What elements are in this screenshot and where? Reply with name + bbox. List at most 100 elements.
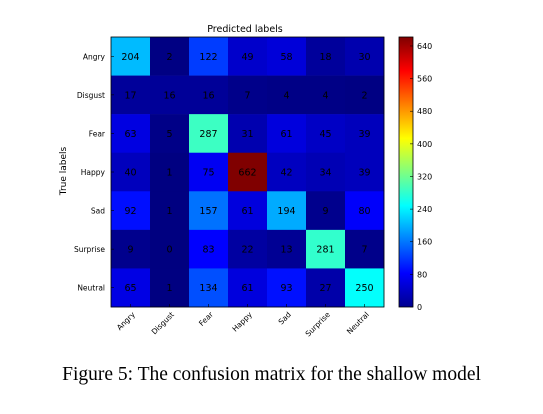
- cell-value-label: 204: [121, 52, 139, 63]
- heatmap-cell: [150, 268, 190, 308]
- x-tick-label: Fear: [197, 309, 215, 327]
- cell-value-label: 16: [202, 90, 214, 101]
- cell-value-label: 122: [199, 52, 217, 63]
- heatmap-cell: [189, 152, 229, 192]
- cell-value-label: 1: [166, 283, 172, 294]
- colorbar: [398, 36, 414, 308]
- heatmap-cell: [345, 268, 385, 308]
- heatmap-cell: [306, 37, 346, 76]
- x-tick-label: Angry: [115, 310, 137, 332]
- cell-value-label: 45: [319, 129, 331, 140]
- colorbar-tick-label: 80: [417, 270, 427, 279]
- heatmap-cell: [150, 37, 190, 76]
- heatmap-cell: [345, 114, 385, 154]
- cell-value-label: 287: [199, 129, 217, 140]
- heatmap-cell: [150, 75, 190, 115]
- cell-value-label: 2: [166, 52, 172, 63]
- cell-value-label: 2: [361, 90, 367, 101]
- heatmap-cell: [267, 268, 307, 308]
- heatmap-cell: [345, 229, 385, 269]
- cell-value-label: 31: [241, 129, 253, 140]
- heatmap-cell: [228, 191, 268, 231]
- heatmap-cell: [228, 114, 268, 154]
- cell-value-label: 5: [166, 129, 172, 140]
- heatmap-cell: [267, 75, 307, 115]
- y-tick-label: Disgust: [77, 91, 105, 100]
- colorbar-tick-label: 560: [417, 75, 432, 84]
- heatmap-cell: [345, 75, 385, 115]
- heatmap-cell: [111, 229, 151, 269]
- cell-value-label: 40: [124, 168, 136, 179]
- cell-value-label: 93: [280, 283, 292, 294]
- heatmap-cell: [189, 191, 229, 231]
- cell-value-label: 662: [238, 168, 256, 179]
- heatmap-cell: [306, 114, 346, 154]
- x-tick-label: Neutral: [345, 310, 371, 336]
- heatmap-cell: [345, 37, 385, 76]
- heatmap-cell: [189, 37, 229, 76]
- cell-value-label: 9: [127, 245, 133, 256]
- heatmap-cell: [306, 75, 346, 115]
- cell-value-label: 1: [166, 168, 172, 179]
- cell-value-label: 34: [319, 168, 331, 179]
- cell-value-label: 134: [199, 283, 217, 294]
- heatmap-cell: [189, 229, 229, 269]
- cell-value-label: 18: [319, 52, 331, 63]
- heatmap-cell: [111, 114, 151, 154]
- heatmap-cell: [228, 268, 268, 308]
- cell-value-label: 75: [202, 168, 214, 179]
- colorbar-tick-label: 640: [417, 42, 432, 51]
- y-tick-label: Happy: [81, 168, 106, 177]
- chart-title: Predicted labels: [207, 24, 283, 35]
- x-tick-label: Happy: [230, 310, 254, 334]
- y-tick-label: Fear: [89, 129, 106, 138]
- cell-value-label: 7: [361, 245, 367, 256]
- heatmap-cell: [228, 75, 268, 115]
- cell-value-label: 1: [166, 206, 172, 217]
- cell-value-label: 194: [277, 206, 295, 217]
- cell-value-label: 61: [241, 283, 253, 294]
- y-tick-label: Sad: [91, 207, 105, 216]
- heatmap-cell: [150, 229, 190, 269]
- heatmap-cell: [111, 191, 151, 231]
- cell-value-label: 63: [124, 129, 136, 140]
- cell-value-label: 16: [163, 90, 175, 101]
- y-tick-labels: Angry Disgust Fear Happy Sad Surprise Neutral: [74, 52, 114, 293]
- colorbar-tick-label: 160: [417, 238, 432, 247]
- cell-value-label: 42: [280, 168, 292, 179]
- heatmap-cell: [306, 152, 346, 192]
- heatmap-cell: [150, 152, 190, 192]
- heatmap-cell: [111, 268, 151, 308]
- y-tick-label: Surprise: [74, 245, 105, 254]
- heatmap-cell: [150, 114, 190, 154]
- heatmap-cell: [150, 191, 190, 231]
- heatmap-cell: [306, 229, 346, 269]
- x-tick-labels: Angry Disgust Fear Happy Sad Surprise Neutral: [115, 304, 371, 338]
- cell-value-label: 61: [241, 206, 253, 217]
- colorbar-tick-label: 480: [417, 107, 432, 116]
- heatmap-cell: [111, 37, 151, 76]
- heatmap-cell: [228, 152, 268, 192]
- cell-value-label: 22: [241, 245, 253, 256]
- colorbar-tick-label: 400: [417, 140, 432, 149]
- heatmap-cell: [345, 152, 385, 192]
- heatmap-cell: [228, 37, 268, 76]
- heatmap-cell: [189, 114, 229, 154]
- colorbar-ticks: 0 80 160 240 320 400 480 560 640: [410, 42, 432, 312]
- cell-value-label: 30: [358, 52, 370, 63]
- colorbar-tick-label: 320: [417, 172, 432, 181]
- x-tick-label: Disgust: [150, 310, 176, 336]
- cell-value-label: 9: [322, 206, 328, 217]
- heatmap-cell: [306, 268, 346, 308]
- heatmap-cell: [189, 268, 229, 308]
- cell-value-label: 39: [358, 129, 370, 140]
- cell-value-label: 17: [124, 90, 136, 101]
- cell-value-label: 49: [241, 52, 253, 63]
- cell-value-label: 80: [358, 206, 370, 217]
- heatmap-cell: [189, 75, 229, 115]
- heatmap-cell: [267, 191, 307, 231]
- colorbar-tick-label: 240: [417, 205, 432, 214]
- heatmap-cell: [111, 75, 151, 115]
- figure-caption: Figure 5: The confusion matrix for the s…: [62, 364, 481, 385]
